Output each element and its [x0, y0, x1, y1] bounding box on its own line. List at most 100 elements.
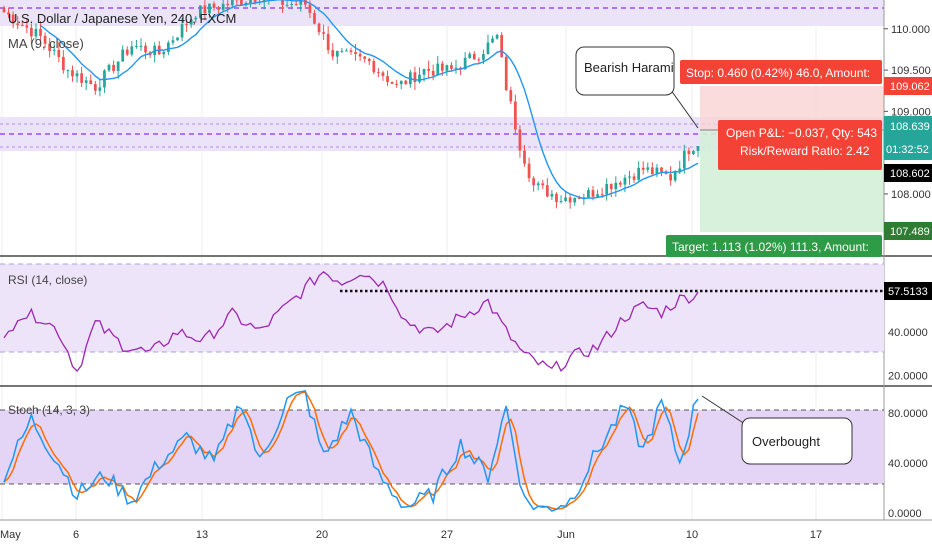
candle-body	[537, 183, 540, 185]
candle-body	[359, 54, 362, 57]
candle-body	[249, 0, 252, 3]
candle-body	[619, 183, 622, 185]
candle-body	[614, 183, 617, 189]
candle-body	[3, 8, 6, 12]
candle-body	[85, 80, 88, 83]
symbol-title: U.S. Dollar / Japanese Yen, 240, FXCM	[8, 11, 236, 26]
candle-body	[391, 82, 394, 84]
candle-body	[487, 43, 490, 54]
candle-body	[327, 34, 330, 50]
candle-body	[363, 56, 366, 58]
candle-body	[628, 176, 631, 177]
candle-body	[400, 81, 403, 84]
stoch-tick-label: 80.0000	[888, 408, 928, 420]
time-tick-label: 20	[316, 529, 328, 541]
candle-body	[382, 72, 385, 76]
rsi-tick-label: 40.0000	[888, 327, 928, 339]
candle-body	[354, 52, 357, 54]
candle-body	[697, 146, 700, 151]
candle-body	[573, 198, 576, 203]
candle-body	[213, 4, 216, 8]
harami-text: Bearish Harami	[584, 60, 674, 75]
candle-body	[222, 4, 225, 10]
candle-body	[377, 72, 380, 73]
candle-body	[99, 87, 102, 90]
candle-body	[505, 57, 508, 90]
candle-body	[436, 64, 439, 76]
candle-body	[624, 178, 627, 185]
candle-body	[62, 57, 65, 70]
candle-body	[532, 178, 535, 185]
candle-body	[281, 0, 284, 5]
candle-body	[500, 35, 503, 57]
candle-body	[446, 65, 449, 70]
candle-body	[322, 32, 325, 34]
candle-body	[254, 0, 257, 2]
candle-body	[217, 8, 220, 10]
rsi-tick-label: 20.0000	[888, 370, 928, 382]
candle-body	[651, 167, 654, 174]
candle-body	[71, 70, 74, 76]
candle-body	[117, 62, 120, 71]
stoch-legend: Stoch (14, 3, 3)	[8, 403, 90, 417]
target-label-text: Target: 1.113 (1.02%) 111.3, Amount:	[672, 240, 869, 254]
candle-body	[108, 65, 111, 71]
candle-body	[509, 90, 512, 101]
candle-body	[592, 190, 595, 197]
candle-body	[427, 69, 430, 71]
candle-body	[414, 72, 417, 82]
candle-body	[172, 40, 175, 42]
ma-legend: MA (9, close)	[8, 36, 84, 51]
candle-body	[295, 4, 298, 5]
candle-body	[637, 168, 640, 180]
candle-body	[80, 73, 83, 83]
open-pnl-text: Open P&L: −0.037, Qty: 543	[726, 126, 877, 140]
candle-body	[121, 50, 124, 62]
stop-label-text: Stop: 0.460 (0.42%) 46.0, Amount:	[686, 66, 870, 80]
candle-body	[176, 37, 179, 40]
candle-body	[67, 70, 70, 71]
candle-body	[683, 151, 686, 169]
rsi-legend: RSI (14, close)	[8, 273, 87, 287]
candle-body	[404, 81, 407, 84]
candle-body	[564, 198, 567, 201]
time-tick-label: 27	[441, 529, 453, 541]
candle-body	[687, 151, 690, 154]
candle-body	[551, 194, 554, 197]
candle-body	[432, 71, 435, 76]
candle-body	[468, 54, 471, 58]
risk-reward-text: Risk/Reward Ratio: 2.42	[740, 144, 870, 158]
candle-body	[144, 46, 147, 53]
candle-body	[135, 46, 138, 47]
candle-body	[372, 61, 375, 72]
candle-body	[336, 51, 339, 57]
candle-body	[226, 4, 229, 5]
rsi-value-tag-text: 57.5133	[888, 286, 928, 298]
candle-body	[39, 29, 42, 36]
candle-body	[345, 50, 348, 51]
candle-body	[642, 168, 645, 170]
time-tick-label: 13	[196, 529, 208, 541]
candle-body	[368, 59, 371, 61]
overbought-text: Overbought	[752, 434, 820, 449]
rsi-band	[0, 264, 884, 352]
rsi-pane[interactable]	[0, 264, 884, 371]
candle-body	[130, 46, 133, 54]
candle-body	[660, 168, 663, 172]
candle-body	[418, 75, 421, 82]
time-tick-label: 17	[810, 529, 822, 541]
price-tick-label: 109.500	[891, 65, 931, 77]
candle-body	[94, 84, 97, 91]
candle-body	[496, 35, 499, 39]
stoch-tick-label: 0.0000	[888, 508, 922, 520]
candle-body	[395, 84, 398, 85]
time-tick-label: 6	[73, 529, 79, 541]
candle-body	[112, 65, 115, 71]
candle-body	[340, 51, 343, 52]
candle-body	[514, 101, 517, 129]
candle-body	[350, 50, 353, 52]
candle-body	[162, 52, 165, 54]
